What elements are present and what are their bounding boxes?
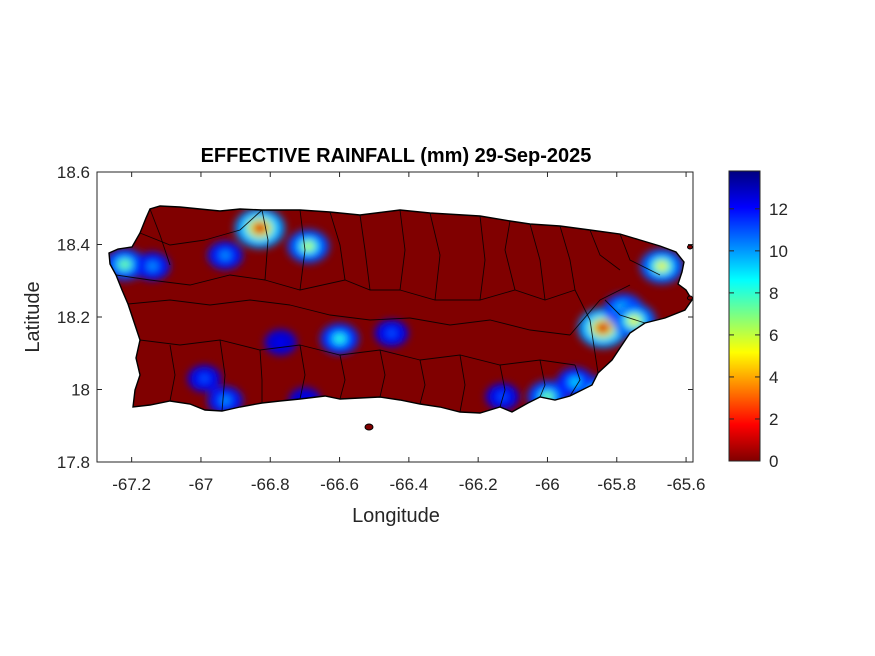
- colorbar-tick-label: 4: [769, 368, 778, 387]
- rain-spot-1-layer-5: [120, 261, 129, 268]
- x-tick-label: -66.4: [389, 475, 428, 494]
- colorbar-tick-label: 2: [769, 410, 778, 429]
- municipality-boundary-38: [574, 289, 599, 374]
- municipality-boundary-19: [569, 284, 631, 336]
- offshore-islands: [364, 244, 693, 431]
- municipality-boundary-20: [115, 274, 266, 286]
- x-tick-label: -67: [189, 475, 214, 494]
- chart-title: EFFECTIVE RAINFALL (mm) 29-Sep-2025: [201, 145, 592, 167]
- rain-spot-9-layer-5: [201, 376, 208, 382]
- municipality-boundary-17: [289, 304, 411, 321]
- municipality-boundary-35: [539, 359, 546, 398]
- rain-spot-8-layer-5: [277, 340, 284, 345]
- municipality-boundary-10: [479, 215, 486, 301]
- y-tick-label: 18.4: [57, 236, 90, 255]
- rain-spot-3-layer-5: [221, 252, 229, 258]
- rain-spot-5-layer-5: [304, 243, 313, 250]
- vieques-stub: [687, 295, 693, 301]
- municipality-boundary-6: [329, 211, 346, 281]
- rain-spot-16-layer-5: [598, 324, 608, 332]
- x-tick-label: -66.2: [459, 475, 498, 494]
- colorbar-gradient: [728, 170, 761, 462]
- municipality-boundary-3: [204, 209, 263, 241]
- municipality-boundary-11: [504, 220, 516, 291]
- municipality-boundary-15: [619, 233, 661, 276]
- municipality-boundary-18: [409, 317, 571, 336]
- municipality-boundary-4: [261, 209, 269, 281]
- x-tick-label: -66: [535, 475, 560, 494]
- x-tick-label: -65.8: [597, 475, 636, 494]
- municipality-boundary-14: [589, 229, 621, 271]
- colorbar-tick-label: 12: [769, 200, 788, 219]
- colorbar-tick-label: 8: [769, 284, 778, 303]
- municipality-boundary-16: [127, 299, 291, 306]
- municipality-boundary-30: [339, 354, 346, 400]
- rainfall-field: [108, 205, 693, 431]
- colorbar-tick-label: 0: [769, 452, 778, 471]
- rain-spot-10-layer-5: [221, 397, 229, 403]
- rain-spot-6-layer-5: [335, 335, 344, 342]
- x-axis-title: Longitude: [352, 505, 440, 527]
- colorbar: 12 10 8 6 4 2 0: [728, 170, 788, 471]
- x-tick-label: -67.2: [112, 475, 151, 494]
- municipality-boundary-27: [219, 339, 226, 412]
- municipality-boundary-36: [569, 364, 581, 397]
- municipality-boundary-34: [499, 364, 506, 408]
- municipality-boundary-31: [379, 349, 386, 398]
- rain-spot-7-layer-5: [388, 330, 395, 336]
- coastline: [108, 205, 693, 414]
- x-axis-ticks: -67.2 -67 -66.8 -66.6 -66.4 -66.2 -66 -65.8 -65.…: [112, 172, 705, 494]
- rain-spot-19-layer-5: [657, 262, 666, 270]
- municipality-boundary-28: [259, 349, 263, 403]
- y-tick-label: 18: [71, 381, 90, 400]
- municipality-boundary-8: [399, 209, 406, 291]
- municipality-boundary-29: [299, 344, 306, 400]
- y-tick-label: 18.2: [57, 308, 90, 327]
- rain-spot-14-layer-5: [571, 379, 579, 386]
- municipality-boundary-5: [299, 209, 306, 291]
- y-tick-label: 18.6: [57, 163, 90, 182]
- municipality-boundary-13: [559, 225, 576, 291]
- colorbar-tick-label: 10: [769, 242, 788, 261]
- municipality-boundaries: [115, 208, 661, 413]
- municipality-boundary-9: [429, 212, 441, 301]
- colorbar-ticks: 12 10 8 6 4 2 0: [729, 200, 788, 471]
- municipality-boundary-12: [529, 223, 546, 301]
- x-tick-label: -66.6: [320, 475, 359, 494]
- rain-spot-4-layer-5: [255, 224, 265, 232]
- culebra-island-stub: [687, 244, 693, 250]
- municipality-boundary-2: [139, 232, 206, 246]
- municipality-boundary-24: [299, 344, 421, 361]
- x-tick-label: -66.8: [251, 475, 290, 494]
- rain-spot-12-layer-5: [499, 394, 506, 400]
- municipality-boundary-1: [149, 208, 171, 266]
- rain-spots: [109, 207, 684, 413]
- rain-spot-2-layer-5: [149, 263, 156, 269]
- x-tick-label: -65.6: [667, 475, 706, 494]
- municipality-boundary-7: [359, 214, 371, 291]
- colorbar-tick-label: 6: [769, 326, 778, 345]
- municipality-boundary-32: [419, 359, 426, 405]
- y-tick-label: 17.8: [57, 453, 90, 472]
- caja-de-muertos-island: [364, 423, 374, 431]
- municipality-boundary-26: [169, 344, 176, 402]
- municipality-boundary-33: [459, 354, 466, 413]
- municipality-boundary-21: [264, 279, 400, 291]
- y-axis-title: Latitude: [22, 281, 44, 352]
- municipality-boundary-37: [604, 299, 646, 324]
- municipality-boundary-22: [399, 289, 576, 301]
- y-axis-ticks: 18.6 18.4 18.2 18 17.8: [57, 163, 693, 472]
